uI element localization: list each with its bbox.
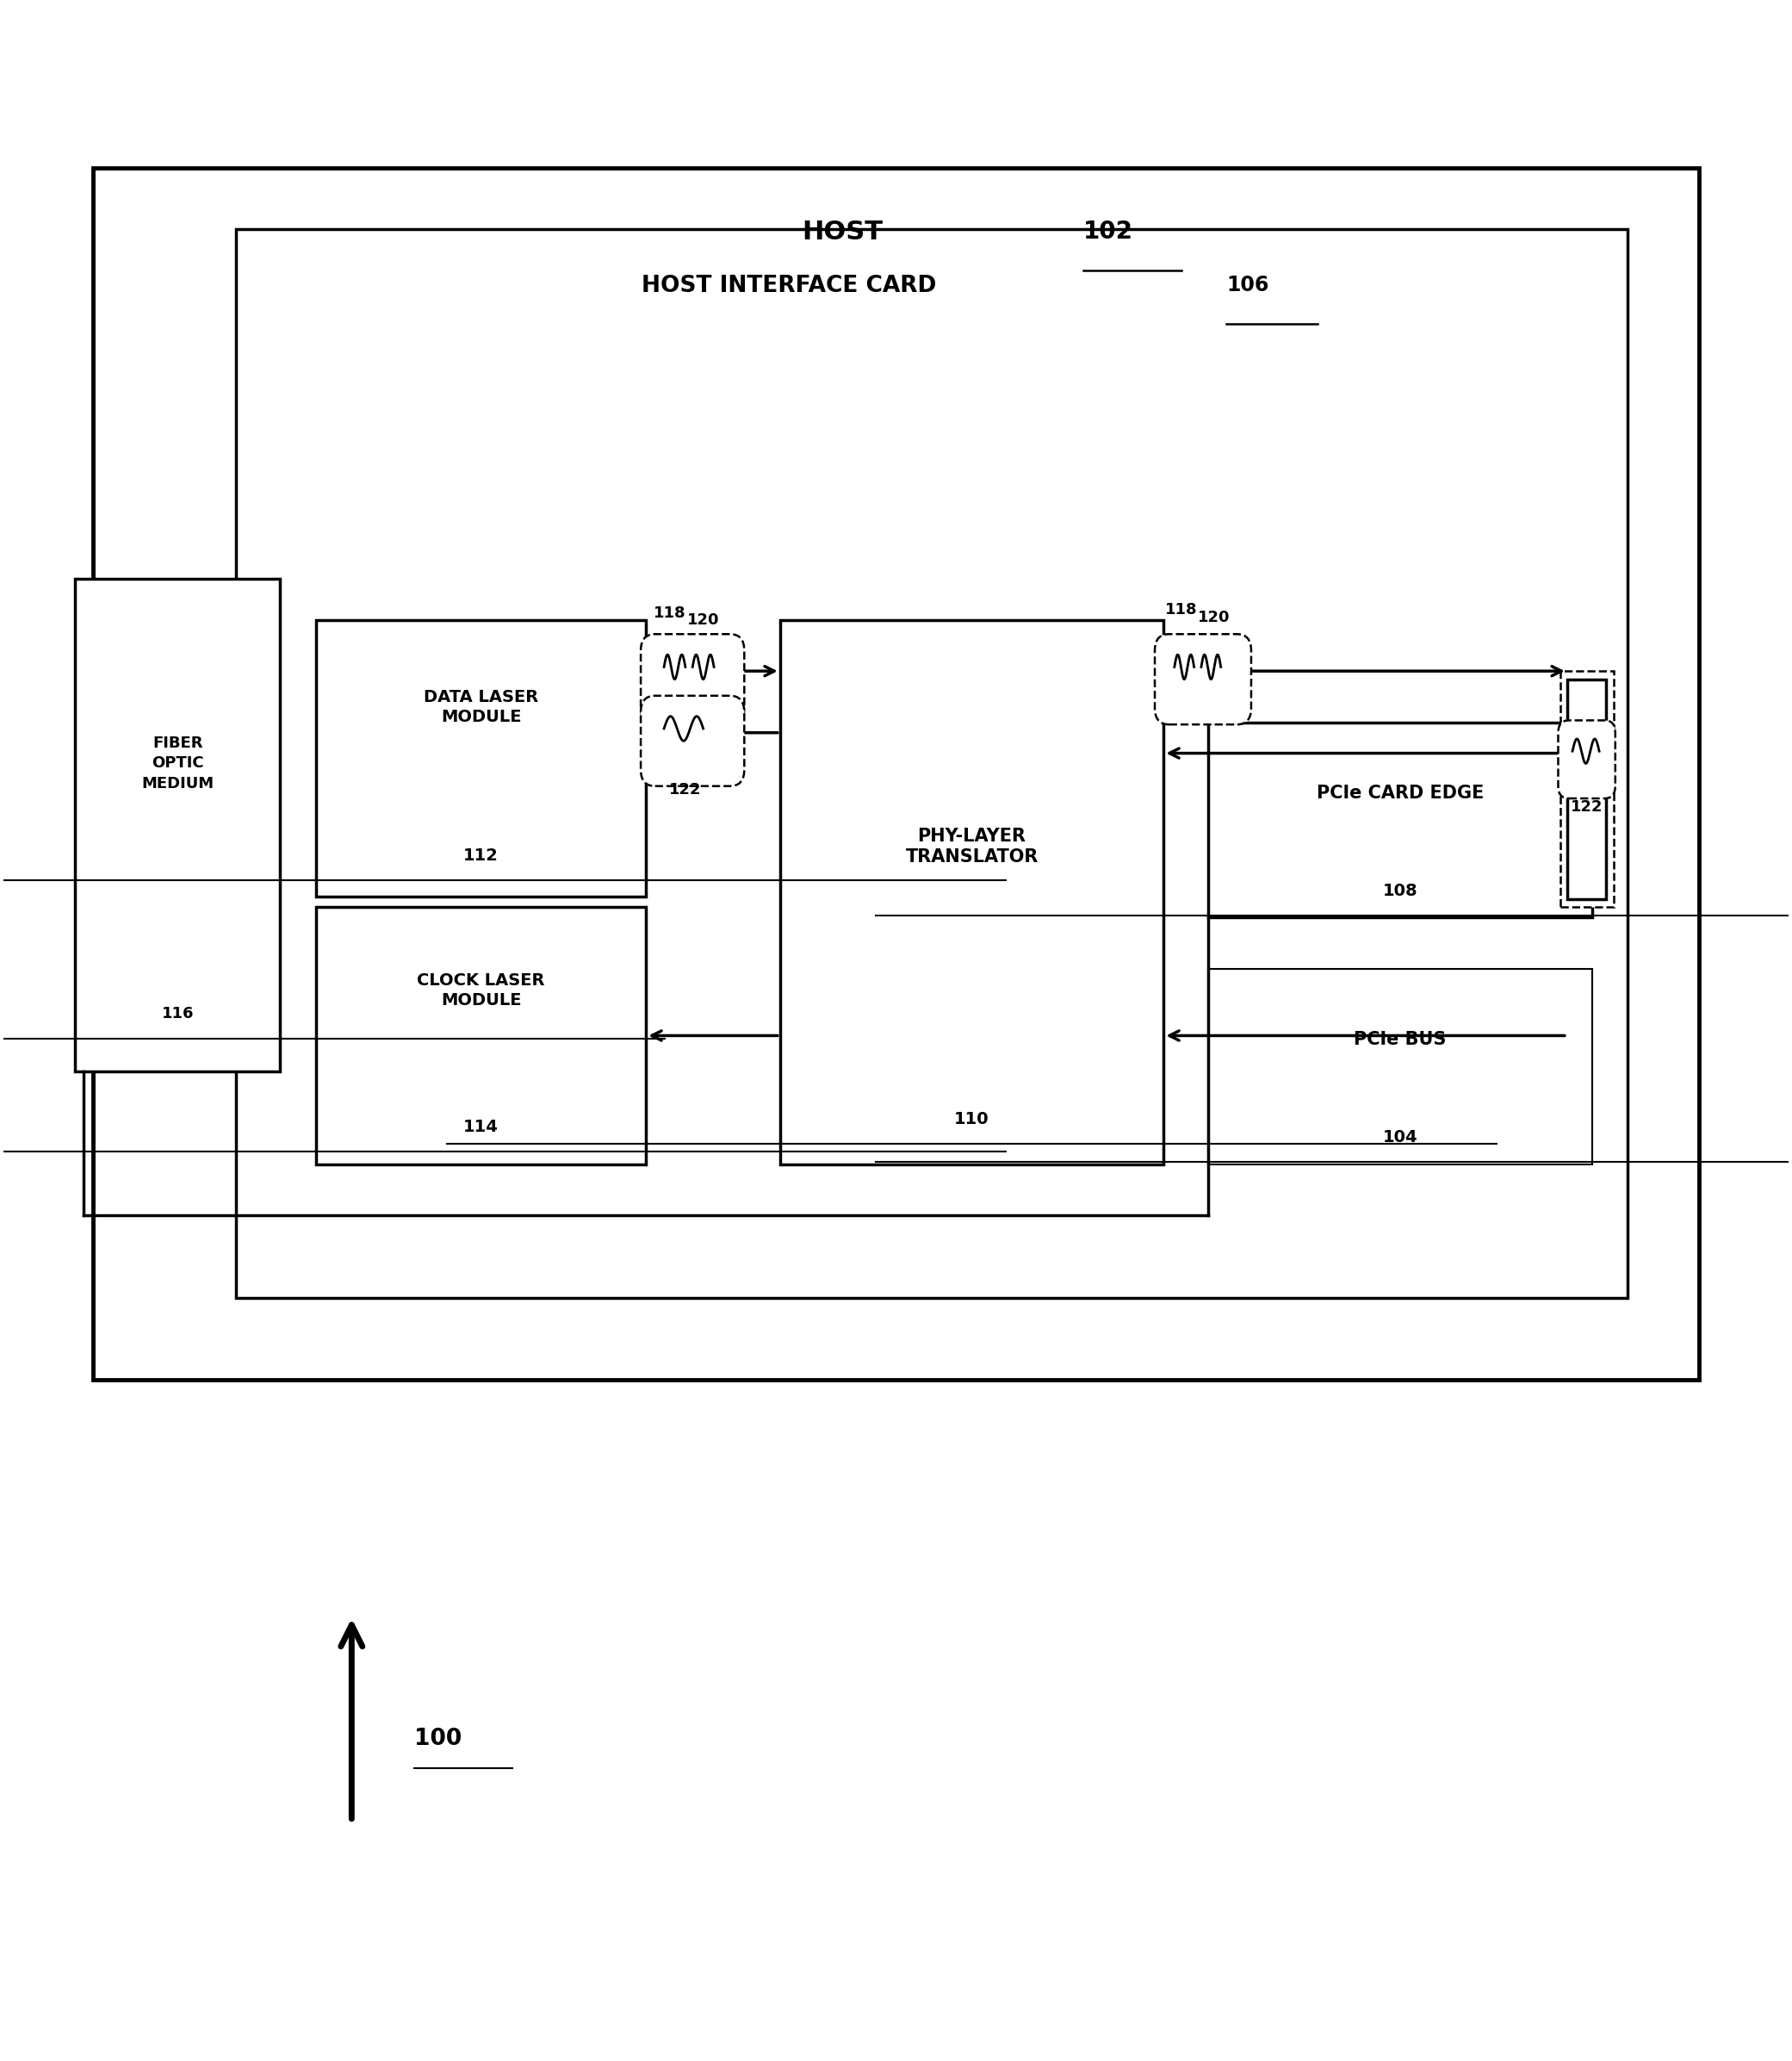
- FancyBboxPatch shape: [780, 620, 1163, 1164]
- Text: DATA LASER
MODULE: DATA LASER MODULE: [423, 688, 538, 725]
- Text: 122: 122: [1570, 800, 1602, 814]
- Text: 102: 102: [1084, 218, 1133, 243]
- Text: 114: 114: [464, 1119, 498, 1136]
- Text: PCIe BUS: PCIe BUS: [1355, 1030, 1446, 1049]
- Text: FIBER
OPTIC
MEDIUM: FIBER OPTIC MEDIUM: [142, 736, 213, 791]
- Text: 118: 118: [652, 606, 686, 620]
- Text: 108: 108: [1383, 882, 1417, 899]
- Text: 106: 106: [1226, 274, 1269, 295]
- FancyBboxPatch shape: [1559, 721, 1615, 798]
- FancyBboxPatch shape: [315, 907, 647, 1164]
- Text: 122: 122: [668, 783, 701, 798]
- FancyBboxPatch shape: [1208, 969, 1591, 1164]
- Text: PCIe CARD EDGE: PCIe CARD EDGE: [1317, 785, 1484, 802]
- FancyBboxPatch shape: [1208, 723, 1591, 917]
- FancyBboxPatch shape: [642, 635, 744, 725]
- FancyBboxPatch shape: [642, 697, 744, 785]
- Text: 104: 104: [1383, 1129, 1417, 1146]
- Text: HOST: HOST: [803, 218, 883, 243]
- Text: 120: 120: [1197, 610, 1229, 624]
- Text: 120: 120: [686, 612, 719, 627]
- FancyBboxPatch shape: [93, 167, 1699, 1379]
- Text: 118: 118: [1165, 602, 1197, 616]
- FancyBboxPatch shape: [75, 579, 280, 1072]
- Text: 110: 110: [955, 1111, 989, 1127]
- Text: HOST INTERFACE CARD: HOST INTERFACE CARD: [642, 274, 937, 297]
- Text: 116: 116: [161, 1006, 194, 1022]
- FancyBboxPatch shape: [1561, 672, 1613, 907]
- FancyBboxPatch shape: [1566, 680, 1606, 899]
- FancyBboxPatch shape: [1154, 635, 1251, 725]
- Text: PHY-LAYER
TRANSLATOR: PHY-LAYER TRANSLATOR: [905, 826, 1038, 866]
- Text: 100: 100: [414, 1727, 462, 1750]
- FancyBboxPatch shape: [235, 229, 1627, 1298]
- FancyBboxPatch shape: [315, 620, 647, 897]
- Text: CLOCK LASER
MODULE: CLOCK LASER MODULE: [418, 973, 545, 1008]
- Text: 112: 112: [464, 847, 498, 864]
